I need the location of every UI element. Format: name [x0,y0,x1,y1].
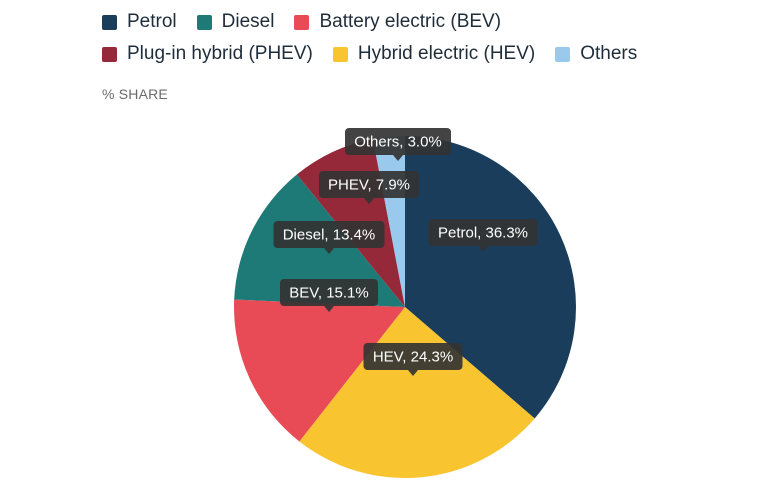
legend-item-petrol[interactable]: Petrol [102,11,177,33]
data-label-pointer-others [393,155,403,161]
legend-item-phev[interactable]: Plug-in hybrid (PHEV) [102,43,313,65]
data-label-bev: BEV, 15.1% [280,279,378,312]
legend-row-2: Plug-in hybrid (PHEV) Hybrid electric (H… [102,38,722,70]
data-label-others: Others, 3.0% [345,128,451,161]
legend-label-others: Others [580,43,638,64]
legend-item-others[interactable]: Others [555,43,637,65]
data-label-pointer-bev [324,306,334,312]
data-label-text-petrol: Petrol, 36.3% [438,225,528,242]
legend-label-phev: Plug-in hybrid (PHEV) [127,43,313,64]
legend-swatch-petrol [102,14,117,30]
data-label-box-petrol [428,219,538,246]
data-label-text-diesel: Diesel, 13.4% [283,227,376,244]
legend-item-hev[interactable]: Hybrid electric (HEV) [332,43,536,65]
data-label-box-bev [280,279,378,306]
data-label-pointer-phev [364,198,374,204]
legend-swatch-phev [102,46,117,62]
legend-swatch-bev [294,14,310,30]
data-label-hev: HEV, 24.3% [363,343,463,376]
pie-slice-bev[interactable] [234,299,405,442]
pie-slice-hev[interactable] [299,307,535,478]
data-label-text-others: Others, 3.0% [354,134,442,151]
legend-label-petrol: Petrol [127,11,177,32]
legend-label-hev: Hybrid electric (HEV) [357,43,536,64]
legend-label-diesel: Diesel [221,11,275,32]
legend: Petrol Diesel Battery electric (BEV) Plu… [102,6,722,70]
pie-slice-petrol[interactable] [405,136,576,419]
legend-swatch-others [555,46,571,62]
legend-swatch-hev [332,46,348,62]
data-label-pointer-hev [408,370,418,376]
pie-data-labels: Petrol, 36.3% HEV, 24.3% BEV, 15.1% Diesel,… [273,128,538,376]
data-label-box-hev [363,343,463,370]
data-label-pointer-petrol [478,246,488,252]
data-label-box-diesel [273,221,385,248]
legend-item-diesel[interactable]: Diesel [196,11,275,33]
data-label-box-phev [319,171,419,198]
data-label-phev: PHEV, 7.9% [319,171,419,204]
data-label-diesel: Diesel, 13.4% [273,221,385,254]
data-label-text-hev: HEV, 24.3% [373,349,453,366]
data-label-text-bev: BEV, 15.1% [289,285,369,302]
data-label-text-phev: PHEV, 7.9% [328,177,410,194]
legend-item-bev[interactable]: Battery electric (BEV) [294,11,501,33]
legend-swatch-diesel [196,14,212,30]
legend-row-1: Petrol Diesel Battery electric (BEV) [102,6,722,38]
legend-label-bev: Battery electric (BEV) [319,11,502,32]
data-label-box-others [345,128,451,155]
data-label-petrol: Petrol, 36.3% [428,219,538,252]
data-label-pointer-diesel [324,248,334,254]
unit-label: % SHARE [102,86,168,102]
